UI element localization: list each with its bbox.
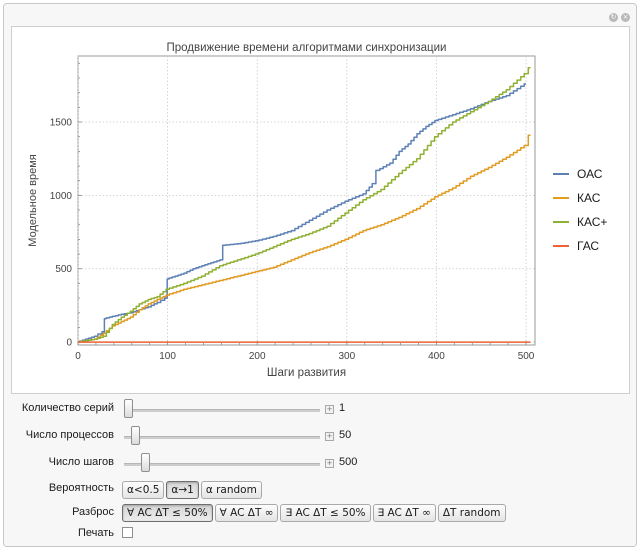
- series-count-slider-track[interactable]: [124, 409, 320, 412]
- panel-icons: ↻ ×: [609, 13, 630, 22]
- series-count-label: Количество серий: [21, 402, 114, 414]
- print-checkbox[interactable]: [122, 527, 133, 538]
- close-icon[interactable]: ×: [621, 13, 630, 22]
- x-tick-label: 0: [75, 351, 81, 362]
- probability-button-group: α<0.5 α→1 α random: [122, 481, 262, 499]
- spread-option-exists-50[interactable]: ∃ AC ΔT ≤ 50%: [280, 504, 371, 522]
- refresh-icon[interactable]: ↻: [609, 13, 618, 22]
- series-line-1: [78, 83, 526, 343]
- line-chart: 0 100 200 300 400 500 0 500 1000 1500 Продвижение …: [27, 42, 607, 379]
- probability-option-lt-half[interactable]: α<0.5: [122, 481, 165, 499]
- legend-label-4: ГАС: [577, 239, 599, 253]
- series-count-value: 1: [339, 402, 346, 414]
- series-count-slider-thumb[interactable]: [124, 399, 133, 418]
- plot-panel: 0 100 200 300 400 500 0 500 1000 1500 Продвижение …: [11, 26, 630, 394]
- x-tick-label: 400: [428, 351, 445, 362]
- y-tick-label: 500: [55, 264, 72, 275]
- process-count-slider-track[interactable]: [124, 436, 320, 439]
- y-axis-label: Модельное время: [27, 154, 39, 246]
- legend-label-1: ОАС: [577, 167, 603, 181]
- y-tick-label: 1500: [50, 118, 73, 129]
- spread-label: Разброс: [72, 506, 114, 518]
- spread-option-random[interactable]: ΔT random: [437, 504, 506, 522]
- spread-option-all-50[interactable]: ∀ AC ΔT ≤ 50%: [122, 504, 213, 522]
- x-tick-label: 500: [518, 351, 535, 362]
- probability-option-random[interactable]: α random: [200, 481, 262, 499]
- step-count-slider-track[interactable]: [124, 463, 320, 466]
- x-tick-label: 300: [338, 351, 355, 362]
- probability-label: Вероятность: [48, 482, 114, 494]
- y-tick-label: 0: [66, 338, 72, 349]
- step-count-value: 500: [339, 456, 358, 468]
- process-count-value: 50: [339, 429, 352, 441]
- spread-option-exists-inf[interactable]: ∃ AC ΔT ∞: [372, 504, 436, 522]
- legend-label-3: КАС+: [577, 215, 607, 229]
- series-line-2: [78, 134, 531, 343]
- step-count-slider-thumb[interactable]: [140, 453, 150, 472]
- process-count-slider-thumb[interactable]: [131, 426, 141, 445]
- process-count-expand-icon[interactable]: +: [325, 432, 334, 441]
- series-line-3: [78, 66, 531, 343]
- process-count-label: Число процессов: [25, 429, 114, 441]
- step-count-label: Число шагов: [48, 456, 114, 468]
- spread-button-group: ∀ AC ΔT ≤ 50% ∀ AC ΔT ∞ ∃ AC ΔT ≤ 50% ∃ …: [122, 504, 506, 522]
- print-label: Печать: [77, 527, 114, 539]
- legend-label-2: КАС: [577, 191, 601, 205]
- chart-title: Продвижение времени алгоритмами синхрони…: [167, 42, 447, 54]
- x-tick-label: 100: [159, 351, 176, 362]
- series-count-expand-icon[interactable]: +: [325, 405, 334, 414]
- y-tick-label: 1000: [50, 191, 73, 202]
- x-tick-label: 200: [249, 351, 266, 362]
- probability-option-to-one[interactable]: α→1: [166, 481, 199, 499]
- step-count-expand-icon[interactable]: +: [325, 459, 334, 468]
- x-axis-label: Шаги развития: [267, 367, 346, 379]
- spread-option-all-inf[interactable]: ∀ AC ΔT ∞: [214, 504, 279, 522]
